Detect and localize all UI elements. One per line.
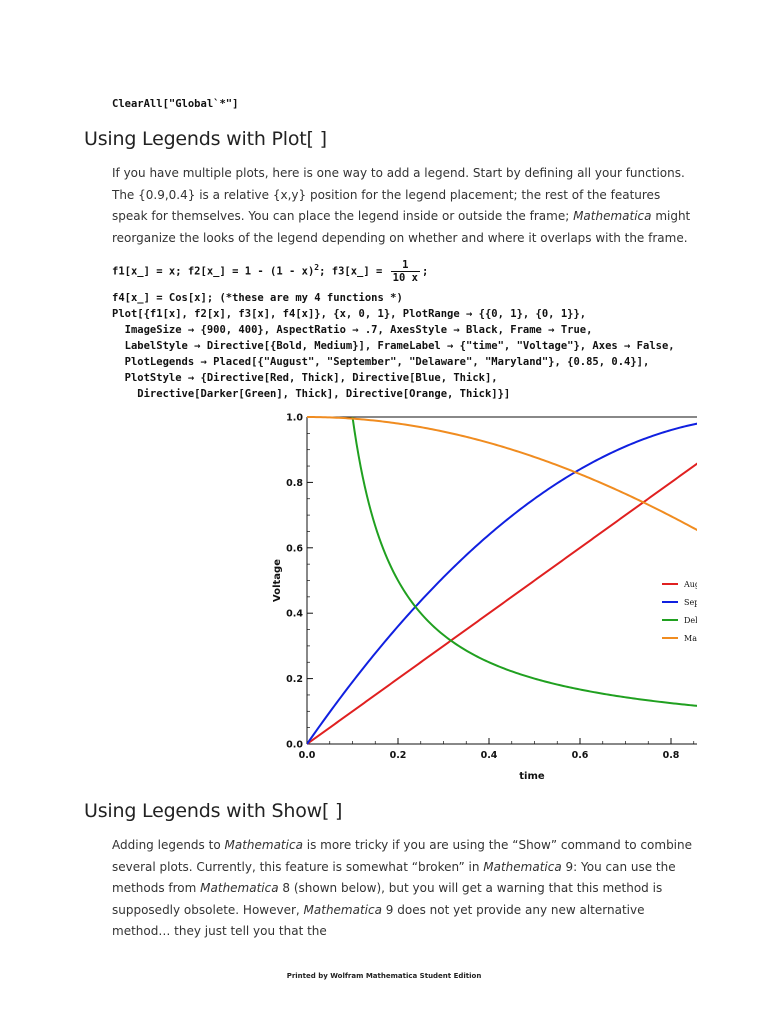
code-superscript: 2 (314, 263, 320, 272)
x-tick-label: 0.6 (572, 750, 589, 761)
code-text: ; (421, 265, 429, 278)
series-line-september (307, 422, 697, 745)
para-text: 9 does not yet provide any new alternati… (112, 902, 645, 939)
para-text: If you have multiple plots, here is one … (112, 166, 685, 223)
code-text: f1[x_] = x; f2[x_] = 1 - (1 - x) (112, 265, 315, 278)
legend-label: Del (684, 616, 698, 625)
code-line: LabelStyle → Directive[{Bold, Medium}], … (112, 340, 675, 352)
x-tick-label: 0.0 (299, 750, 316, 761)
paragraph-show-legends: Adding legends to Mathematica is more tr… (112, 835, 692, 943)
series-line-maryland (307, 416, 697, 532)
y-tick-label: 0.4 (286, 609, 303, 620)
y-tick-label: 1.0 (286, 413, 303, 424)
para-text: is more tricky if you are using the “Sho… (112, 838, 693, 874)
y-tick-label: 0.0 (286, 740, 303, 751)
para-emphasis: Mathematica (573, 209, 652, 223)
section-heading-show-legends: Using Legends with Show[ ] (84, 800, 343, 822)
fraction-numerator: 1 (390, 259, 420, 272)
code-cell-plot: f4[x_] = Cos[x]; (*these are my 4 functi… (112, 290, 675, 402)
para-text: 9: You can use the methods from (112, 859, 676, 896)
series-line-delaware (351, 416, 697, 707)
line-chart: 0.0 0.2 0.4 0.6 0.8 1.0 0.0 0.2 0.4 0.6 0.8 time Vol… (272, 413, 700, 782)
code-fraction: 1 10 x (390, 259, 420, 284)
code-line: PlotStyle → {Directive[Red, Thick], Dire… (112, 372, 498, 384)
y-tick-label: 0.8 (286, 478, 303, 489)
x-tick-label: 0.2 (390, 750, 407, 761)
para-text: 8 (shown below), but you will get a warn… (112, 881, 663, 917)
code-text: ; f3[x_] = (319, 265, 389, 278)
x-tick-label: 0.4 (481, 750, 498, 761)
para-text: Adding legends to (112, 838, 225, 852)
fraction-denominator: 10 x (392, 272, 418, 284)
y-tick-label: 0.2 (286, 674, 303, 685)
code-line-function-defs: f1[x_] = x; f2[x_] = 1 - (1 - x)2; f3[x_… (112, 258, 428, 284)
series-line-august (307, 462, 697, 745)
code-line: Plot[{f1[x], f2[x], f3[x], f4[x]}, {x, 0… (112, 308, 587, 320)
legend-label: Sep (684, 598, 699, 607)
legend-label: Ma (684, 634, 697, 643)
para-text: might reorganize the looks of the legend… (112, 209, 691, 245)
x-axis-label: time (519, 771, 545, 782)
print-footer: Printed by Wolfram Mathematica Student E… (286, 972, 482, 980)
code-line: ImageSize → {900, 400}, AspectRatio → .7… (112, 324, 593, 336)
code-line: f4[x_] = Cos[x]; (*these are my 4 functi… (112, 292, 403, 304)
code-line: PlotLegends → Placed[{"August", "Septemb… (112, 356, 650, 368)
code-cell-clearall: ClearAll["Global`*"] (112, 98, 239, 110)
para-emphasis: Mathematica (303, 902, 382, 917)
x-tick-label: 0.8 (663, 750, 680, 761)
section-heading-plot-legends: Using Legends with Plot[ ] (84, 128, 327, 150)
para-emphasis: Mathematica (483, 859, 562, 874)
paragraph-plot-legends: If you have multiple plots, here is one … (112, 163, 692, 249)
para-emphasis: Mathematica (200, 881, 279, 895)
para-emphasis: Mathematica (224, 838, 303, 852)
legend-label: Aug (683, 580, 700, 589)
y-axis-label: Voltage (272, 559, 283, 602)
code-line: Directive[Darker[Green], Thick], Directi… (112, 388, 511, 400)
y-tick-label: 0.6 (286, 543, 303, 554)
